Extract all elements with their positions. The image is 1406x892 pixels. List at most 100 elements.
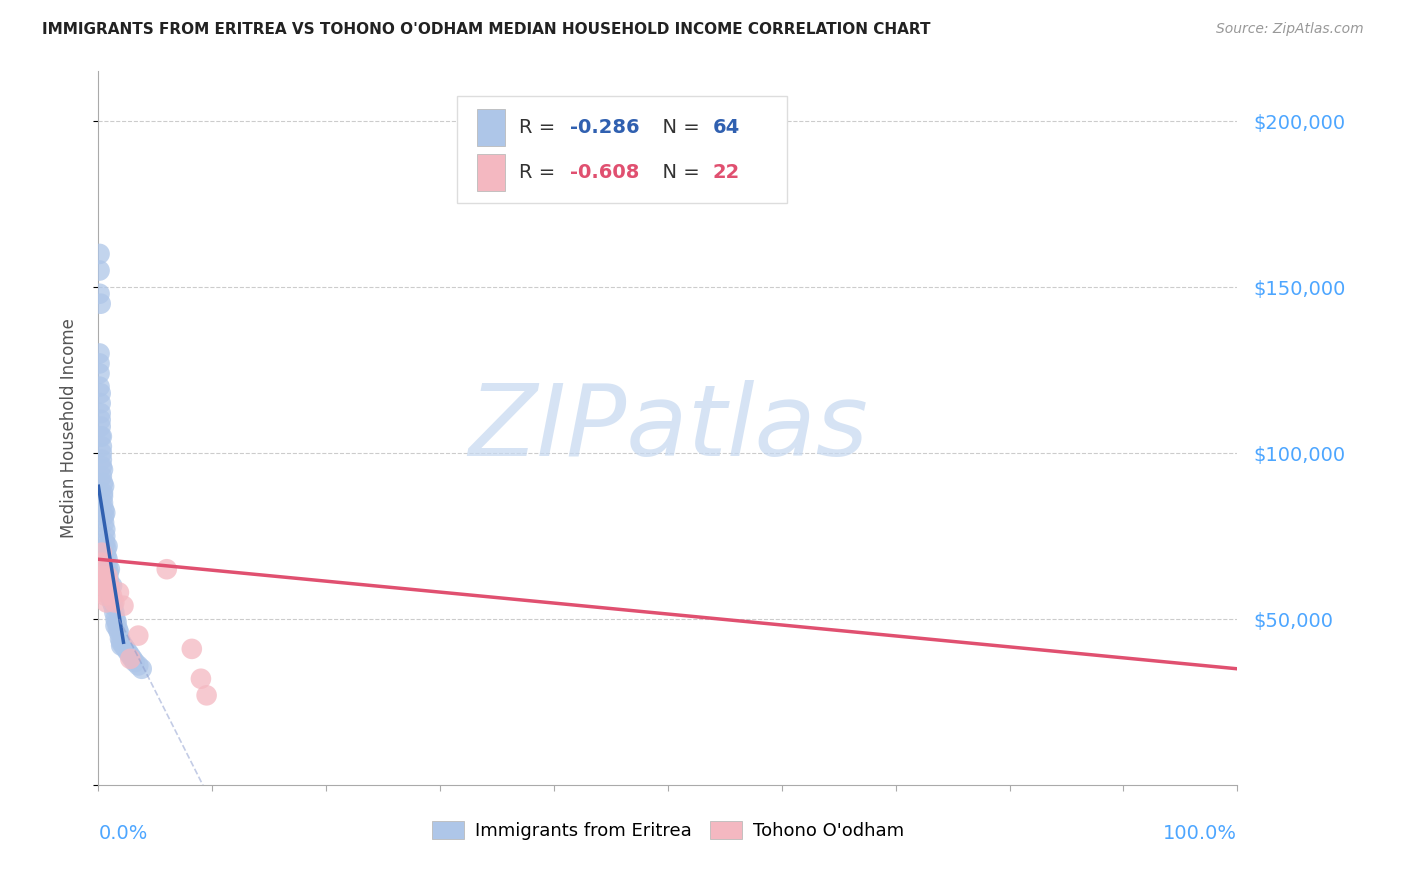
Text: Source: ZipAtlas.com: Source: ZipAtlas.com bbox=[1216, 22, 1364, 37]
Point bbox=[91, 475, 114, 490]
Point bbox=[96, 595, 118, 609]
Point bbox=[90, 446, 112, 460]
Point bbox=[96, 542, 118, 557]
Point bbox=[90, 386, 112, 401]
Point bbox=[89, 367, 111, 381]
Point bbox=[90, 429, 112, 443]
FancyBboxPatch shape bbox=[457, 96, 787, 203]
Point bbox=[93, 509, 115, 524]
Point bbox=[121, 652, 143, 666]
Point bbox=[90, 429, 112, 443]
Point bbox=[112, 639, 135, 653]
Y-axis label: Median Household Income: Median Household Income bbox=[59, 318, 77, 538]
Point bbox=[89, 346, 111, 360]
Point bbox=[89, 286, 111, 301]
Point bbox=[94, 535, 117, 549]
Point bbox=[120, 652, 142, 666]
Point bbox=[94, 589, 117, 603]
Point bbox=[91, 489, 114, 503]
Point bbox=[96, 558, 118, 573]
Point bbox=[110, 639, 132, 653]
Point bbox=[114, 641, 136, 656]
Point bbox=[97, 566, 120, 580]
Point bbox=[101, 589, 124, 603]
Point bbox=[110, 635, 132, 649]
Point bbox=[90, 419, 112, 434]
Point bbox=[94, 506, 117, 520]
Point bbox=[103, 599, 125, 613]
Point bbox=[104, 618, 127, 632]
Point bbox=[90, 572, 112, 586]
Text: -0.608: -0.608 bbox=[569, 163, 640, 182]
Point bbox=[104, 612, 127, 626]
Point bbox=[98, 582, 121, 596]
Point bbox=[131, 662, 153, 676]
Point bbox=[90, 296, 112, 310]
Point bbox=[105, 615, 128, 630]
Text: 22: 22 bbox=[713, 163, 740, 182]
Point bbox=[91, 569, 114, 583]
Point bbox=[90, 452, 112, 467]
Point bbox=[96, 552, 118, 566]
Point bbox=[98, 562, 121, 576]
Text: R =: R = bbox=[519, 163, 561, 182]
Point bbox=[90, 413, 112, 427]
Text: IMMIGRANTS FROM ERITREA VS TOHONO O'ODHAM MEDIAN HOUSEHOLD INCOME CORRELATION CH: IMMIGRANTS FROM ERITREA VS TOHONO O'ODHA… bbox=[42, 22, 931, 37]
Point bbox=[90, 396, 112, 410]
Point bbox=[108, 585, 131, 599]
Point bbox=[108, 625, 131, 640]
Point bbox=[90, 556, 112, 570]
Text: ZIPatlas: ZIPatlas bbox=[468, 380, 868, 476]
Point bbox=[98, 585, 121, 599]
Point bbox=[156, 562, 179, 576]
Point bbox=[93, 479, 115, 493]
Point bbox=[127, 658, 149, 673]
Point bbox=[91, 486, 114, 500]
Point bbox=[91, 579, 114, 593]
Point bbox=[107, 622, 129, 636]
Text: 0.0%: 0.0% bbox=[98, 824, 148, 843]
Point bbox=[91, 463, 114, 477]
Text: 64: 64 bbox=[713, 119, 740, 137]
Text: N =: N = bbox=[650, 163, 706, 182]
Point bbox=[120, 648, 142, 663]
Point bbox=[96, 539, 118, 553]
Point bbox=[94, 529, 117, 543]
Point bbox=[94, 522, 117, 536]
Point bbox=[89, 562, 111, 576]
Point bbox=[101, 579, 124, 593]
Point bbox=[90, 469, 112, 483]
Point bbox=[127, 629, 149, 643]
Text: R =: R = bbox=[519, 119, 561, 137]
Point bbox=[108, 632, 131, 646]
Point bbox=[97, 572, 120, 586]
Point bbox=[96, 569, 118, 583]
Point bbox=[91, 496, 114, 510]
FancyBboxPatch shape bbox=[477, 154, 505, 191]
Text: N =: N = bbox=[650, 119, 706, 137]
Text: 100.0%: 100.0% bbox=[1163, 824, 1237, 843]
Point bbox=[89, 379, 111, 393]
Point bbox=[103, 606, 125, 620]
Point bbox=[190, 672, 212, 686]
Point bbox=[117, 645, 139, 659]
Point bbox=[90, 406, 112, 420]
Point bbox=[100, 592, 122, 607]
FancyBboxPatch shape bbox=[477, 109, 505, 146]
Point bbox=[180, 641, 202, 656]
Point bbox=[93, 502, 115, 516]
Point bbox=[101, 595, 124, 609]
Point bbox=[89, 263, 111, 277]
Point bbox=[90, 459, 112, 474]
Point bbox=[195, 689, 218, 703]
Point bbox=[96, 549, 118, 563]
Legend: Immigrants from Eritrea, Tohono O'odham: Immigrants from Eritrea, Tohono O'odham bbox=[425, 814, 911, 847]
Point bbox=[124, 655, 146, 669]
Point bbox=[90, 439, 112, 453]
Point bbox=[90, 546, 112, 560]
Point bbox=[97, 575, 120, 590]
Point bbox=[93, 516, 115, 530]
Point bbox=[103, 595, 125, 609]
Point bbox=[112, 599, 135, 613]
Point bbox=[89, 247, 111, 261]
